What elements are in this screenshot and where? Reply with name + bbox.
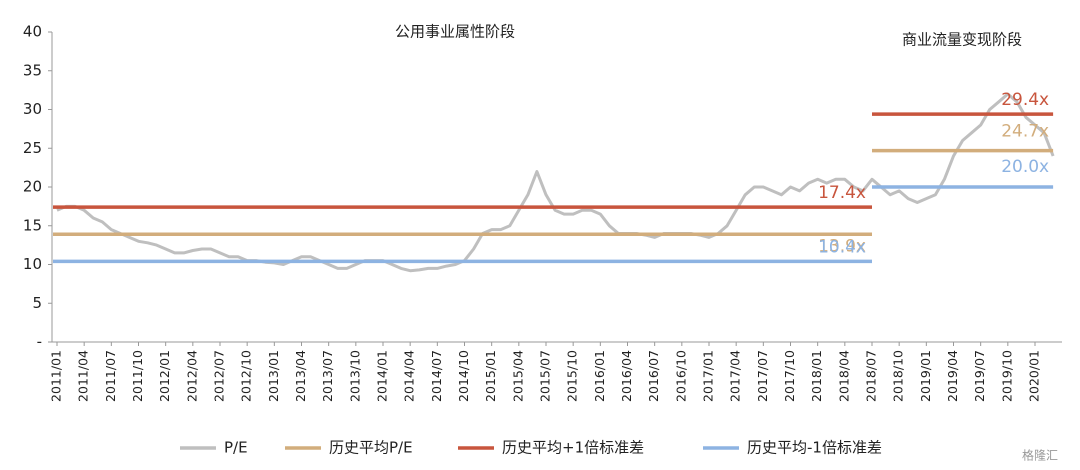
x-tick-label: 2017/07 (755, 350, 770, 402)
x-tick-label: 2015/01 (483, 350, 498, 402)
x-tick-label: 2018/10 (891, 350, 906, 402)
x-tick-label: 2012/10 (239, 350, 254, 402)
x-tick-label: 2014/10 (456, 350, 471, 402)
x-tick-label: 2018/01 (809, 350, 824, 402)
value-label: 17.4x (818, 183, 866, 203)
x-tick-label: 2015/07 (538, 350, 553, 402)
y-tick-label: 20 (23, 178, 42, 196)
x-tick-label: 2016/01 (592, 350, 607, 402)
annotation: 公用事业属性阶段 (395, 23, 515, 41)
y-tick-label: 35 (23, 61, 42, 79)
annotation: 商业流量变现阶段 (902, 31, 1022, 49)
x-tick-label: 2016/04 (619, 350, 634, 402)
x-tick-label: 2013/10 (347, 350, 362, 402)
x-tick-label: 2017/10 (782, 350, 797, 402)
y-tick-label: 10 (23, 255, 42, 273)
x-tick-label: 2012/04 (184, 350, 199, 402)
x-tick-label: 2016/07 (646, 350, 661, 402)
legend-label: 历史平均P/E (329, 439, 413, 457)
x-tick-label: 2011/01 (49, 350, 64, 402)
x-tick-label: 2018/07 (864, 350, 879, 402)
x-tick-label: 2018/04 (836, 350, 851, 402)
x-tick-label: 2014/07 (429, 350, 444, 402)
legend-label: 历史平均+1倍标准差 (502, 439, 644, 457)
x-tick-label: 2019/01 (918, 350, 933, 402)
x-tick-label: 2013/01 (266, 350, 281, 402)
value-label: 10.4x (818, 237, 866, 257)
value-label: 24.7x (1001, 122, 1049, 142)
x-tick-label: 2013/07 (320, 350, 335, 402)
x-tick-label: 2015/10 (565, 350, 580, 402)
x-tick-label: 2019/07 (972, 350, 987, 402)
x-tick-label: 2020/01 (1027, 350, 1042, 402)
x-tick-label: 2012/01 (157, 350, 172, 402)
y-tick-label: 5 (32, 294, 42, 312)
x-tick-label: 2012/07 (212, 350, 227, 402)
x-tick-label: 2019/04 (945, 350, 960, 402)
y-tick-label: - (37, 333, 42, 351)
x-tick-label: 2014/01 (375, 350, 390, 402)
legend-label: P/E (224, 439, 248, 457)
pe-line (56, 92, 1055, 273)
watermark: 格隆汇 (1022, 448, 1058, 463)
y-tick-label: 25 (23, 139, 42, 157)
x-tick-label: 2011/04 (76, 350, 91, 402)
x-tick-label: 2017/04 (728, 350, 743, 402)
x-tick-label: 2011/07 (103, 350, 118, 402)
x-tick-label: 2013/04 (293, 350, 308, 402)
value-label: 29.4x (1001, 90, 1049, 110)
x-tick-label: 2017/01 (701, 350, 716, 402)
y-tick-label: 15 (23, 216, 42, 234)
value-label: 13.9x (818, 236, 866, 256)
y-tick-label: 30 (23, 100, 42, 118)
x-tick-label: 2015/04 (510, 350, 525, 402)
x-tick-label: 2019/10 (999, 350, 1014, 402)
y-tick-label: 40 (23, 23, 42, 41)
value-label: 20.0x (1001, 157, 1049, 177)
x-tick-label: 2016/10 (673, 350, 688, 402)
x-tick-label: 2011/10 (130, 350, 145, 402)
x-tick-label: 2014/04 (402, 350, 417, 402)
legend-label: 历史平均-1倍标准差 (747, 439, 882, 457)
